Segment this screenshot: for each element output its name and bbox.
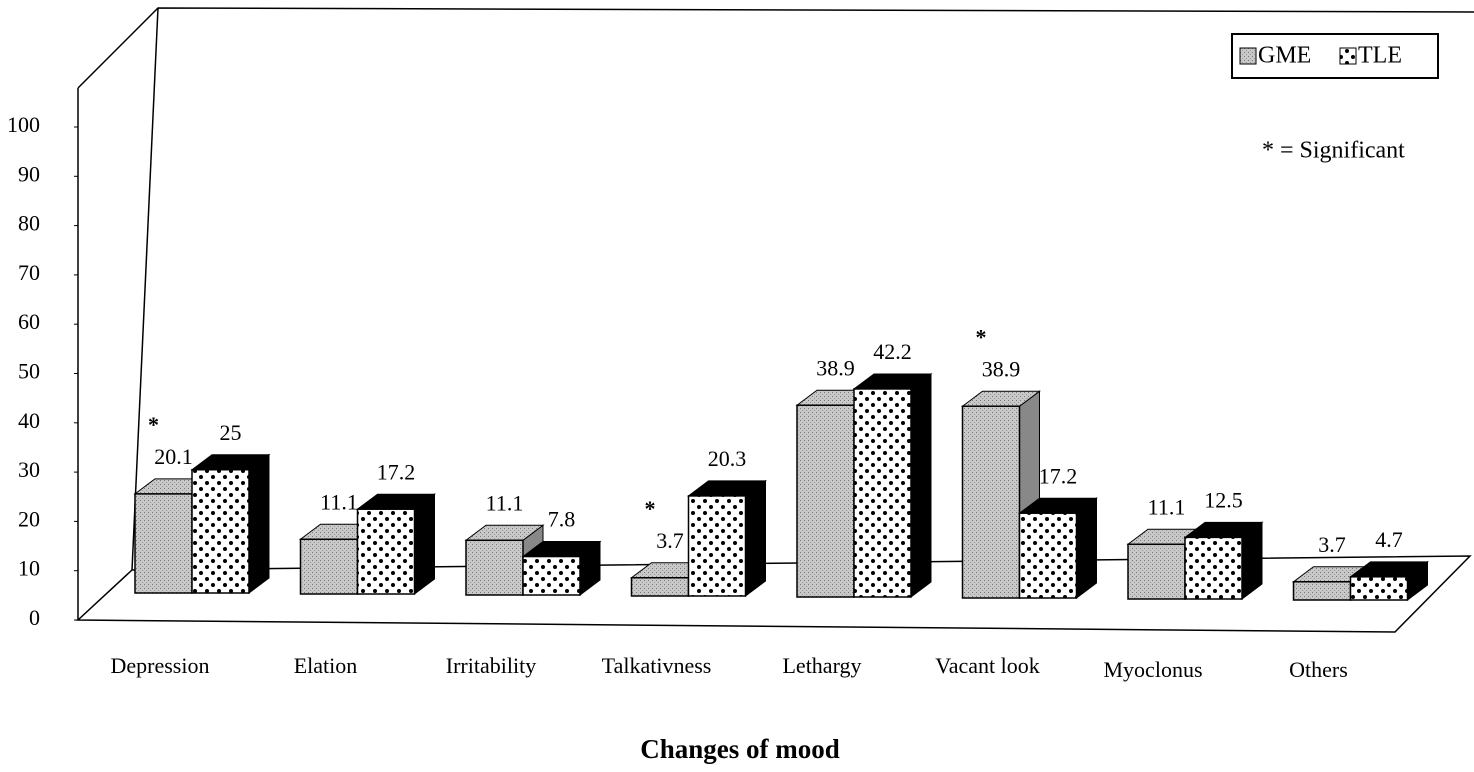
bar-face <box>796 404 855 598</box>
legend-swatch <box>1339 47 1357 65</box>
significance-marker: * <box>645 496 656 521</box>
value-label: 7.8 <box>548 507 576 532</box>
bar-face <box>630 577 690 597</box>
bar-face <box>910 372 932 598</box>
value-label: 38.9 <box>816 355 855 380</box>
y-tick-label: 80 <box>18 211 40 236</box>
bar-face <box>191 469 250 594</box>
y-tick-label: 0 <box>29 605 40 630</box>
value-label: 3.7 <box>1318 532 1346 557</box>
y-tick-label: 20 <box>18 506 40 531</box>
x-tick-label: Depression <box>111 653 210 678</box>
bar-face <box>356 508 416 595</box>
y-tick-label: 70 <box>18 260 40 285</box>
value-label: 17.2 <box>1039 463 1078 488</box>
y-tick-label: 50 <box>18 359 40 384</box>
value-label: 25 <box>220 420 242 445</box>
legend-swatch <box>1239 47 1257 65</box>
value-label: 11.1 <box>320 489 358 514</box>
bar <box>190 453 271 594</box>
y-tick-label: 100 <box>7 112 40 137</box>
bar-face <box>745 479 766 597</box>
value-label: 11.1 <box>486 490 524 515</box>
bar-face <box>134 493 193 594</box>
legend-label: GME <box>1258 43 1311 69</box>
value-label: 17.2 <box>377 459 416 484</box>
legend-label: TLE <box>1358 43 1402 69</box>
bar <box>464 524 545 596</box>
x-tick-label: Others <box>1289 657 1348 682</box>
bar-face <box>1127 543 1186 600</box>
bar <box>1183 521 1264 600</box>
x-tick-label: Lethargy <box>782 653 861 678</box>
walls <box>76 7 1474 633</box>
value-label: 38.9 <box>982 356 1021 381</box>
bar-face <box>248 453 270 594</box>
value-label: 12.5 <box>1204 487 1243 512</box>
bar-face <box>299 538 359 595</box>
bar-face <box>522 555 581 596</box>
x-tick-label: Myoclonus <box>1104 657 1203 682</box>
value-label: 11.1 <box>1148 494 1186 519</box>
significance-marker: * <box>148 412 159 437</box>
value-label: 20.3 <box>708 446 747 471</box>
value-label: 3.7 <box>656 528 684 553</box>
y-tick-label: 30 <box>18 457 40 482</box>
y-tick-label: 10 <box>18 556 40 581</box>
legend-box <box>1231 33 1439 79</box>
bar <box>521 540 602 596</box>
bar-face <box>1184 536 1243 600</box>
bar-face <box>465 539 524 596</box>
bar-face <box>853 388 912 598</box>
bar-face <box>1292 581 1352 601</box>
value-label: 20.1 <box>154 444 193 469</box>
bar <box>687 479 767 597</box>
bar-face <box>414 493 435 595</box>
y-tick-label: 90 <box>18 161 40 186</box>
significance-marker: * <box>976 324 987 349</box>
bar-face <box>1349 576 1409 601</box>
y-tick-label: 60 <box>18 309 40 334</box>
bar <box>852 372 933 598</box>
bar-face <box>687 495 747 597</box>
significance-note: * = Significant <box>1262 138 1405 164</box>
x-tick-label: Elation <box>294 653 358 678</box>
bar-face <box>1018 512 1078 599</box>
bar <box>356 493 436 595</box>
bar-face <box>961 405 1021 599</box>
value-label: 42.2 <box>873 339 912 364</box>
x-axis-label: Changes of mood <box>640 734 840 764</box>
bar-face <box>1076 497 1097 599</box>
x-tick-label: Talkativness <box>602 653 712 678</box>
x-tick-label: Vacant look <box>935 653 1039 678</box>
value-label: 4.7 <box>1375 527 1403 552</box>
bar <box>1017 497 1099 599</box>
x-tick-label: Irritability <box>446 653 536 678</box>
y-tick-label: 40 <box>18 408 40 433</box>
bar <box>1349 560 1429 601</box>
